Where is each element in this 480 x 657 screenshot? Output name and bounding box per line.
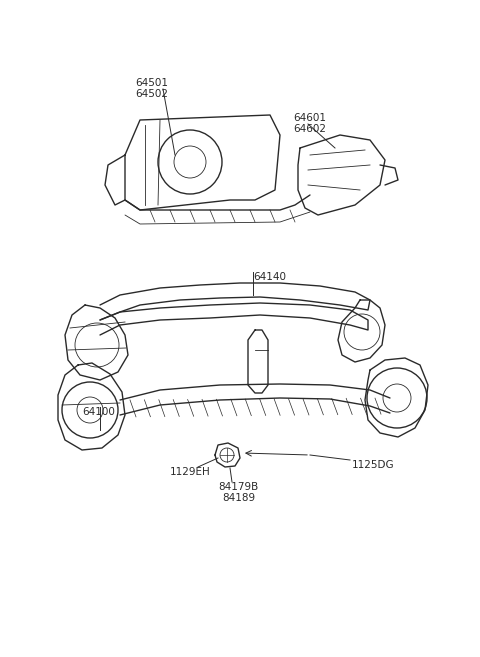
Text: 84179B: 84179B <box>218 482 258 492</box>
Text: 64501: 64501 <box>135 78 168 88</box>
Text: 64601: 64601 <box>293 113 326 123</box>
Text: 1125DG: 1125DG <box>352 460 395 470</box>
Text: 1129EH: 1129EH <box>170 467 211 477</box>
Text: 64602: 64602 <box>293 124 326 134</box>
Text: 64502: 64502 <box>135 89 168 99</box>
Text: 64140: 64140 <box>253 272 286 282</box>
Text: 64100: 64100 <box>82 407 115 417</box>
Text: 84189: 84189 <box>222 493 255 503</box>
